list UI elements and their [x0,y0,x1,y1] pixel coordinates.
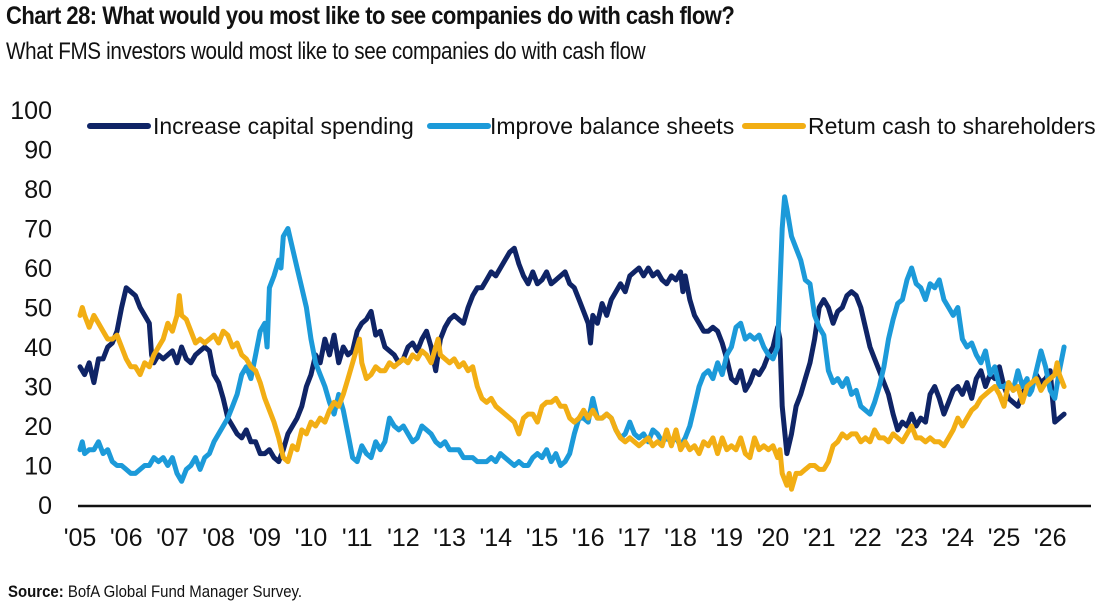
x-tick-label: '20 [757,524,790,552]
y-tick-label: 80 [24,176,52,204]
y-tick-label: 50 [24,295,52,323]
series-line-improve-balance-sheets [77,194,1067,484]
legend-item: Retum cash to shareholders [742,113,1096,139]
legend: Increase capital spending Improve balance… [87,113,1096,139]
x-tick-label: '22 [849,524,882,552]
x-tick-label: '26 [1034,524,1067,552]
x-tick-label: '08 [202,524,235,552]
chart-subtitle: What FMS investors would most like to se… [6,38,646,65]
x-tick-label: '09 [249,524,282,552]
series-line-increase-capital-spending [77,245,1067,465]
y-tick-label: 90 [24,137,52,165]
x-tick-label: '21 [803,524,836,552]
legend-label: Retum cash to shareholders [808,113,1096,139]
x-tick-label: '06 [110,524,143,552]
x-tick-label: '25 [988,524,1021,552]
y-tick-label: 0 [38,492,52,520]
y-tick-label: 60 [24,255,52,283]
legend-label: Improve balance sheets [490,113,734,139]
source-text: BofA Global Fund Manager Survey. [63,582,303,601]
x-tick-label: '07 [156,524,189,552]
y-tick-label: 10 [24,453,52,481]
y-tick-label: 20 [24,413,52,441]
x-tick-label: '10 [295,524,328,552]
x-tick-label: '14 [480,524,513,552]
x-tick-label: '17 [618,524,651,552]
x-tick-label: '16 [572,524,605,552]
y-tick-label: 30 [24,374,52,402]
y-tick-label: 70 [24,216,52,244]
x-tick-label: '18 [664,524,697,552]
y-tick-label: 40 [24,334,52,362]
legend-label: Increase capital spending [153,113,414,139]
x-tick-label: '19 [711,524,744,552]
x-axis-ticks: '05 '06 '07 '08 '09 '10 '11 '12 '13 '14 '15 '16 '17 '… [64,524,1067,552]
series-line-retum-cash-to-shareholders [77,293,1067,492]
x-tick-label: '24 [942,524,975,552]
legend-item: Increase capital spending [87,113,414,139]
source-label: Source: [8,582,64,601]
x-tick-label: '15 [526,524,559,552]
y-tick-label: 100 [10,97,52,125]
series-layer [77,194,1067,492]
x-tick-label: '13 [433,524,466,552]
y-axis-ticks: 0 10 20 30 40 50 60 70 80 90 100 [10,97,52,520]
source-note: Source: BofA Global Fund Manager Survey. [8,582,302,602]
chart-title: Chart 28: What would you most like to se… [6,2,735,30]
x-tick-label: '05 [64,524,97,552]
legend-item: Improve balance sheets [427,113,734,139]
x-tick-label: '12 [387,524,420,552]
x-tick-label: '11 [342,524,373,552]
x-tick-label: '23 [895,524,928,552]
